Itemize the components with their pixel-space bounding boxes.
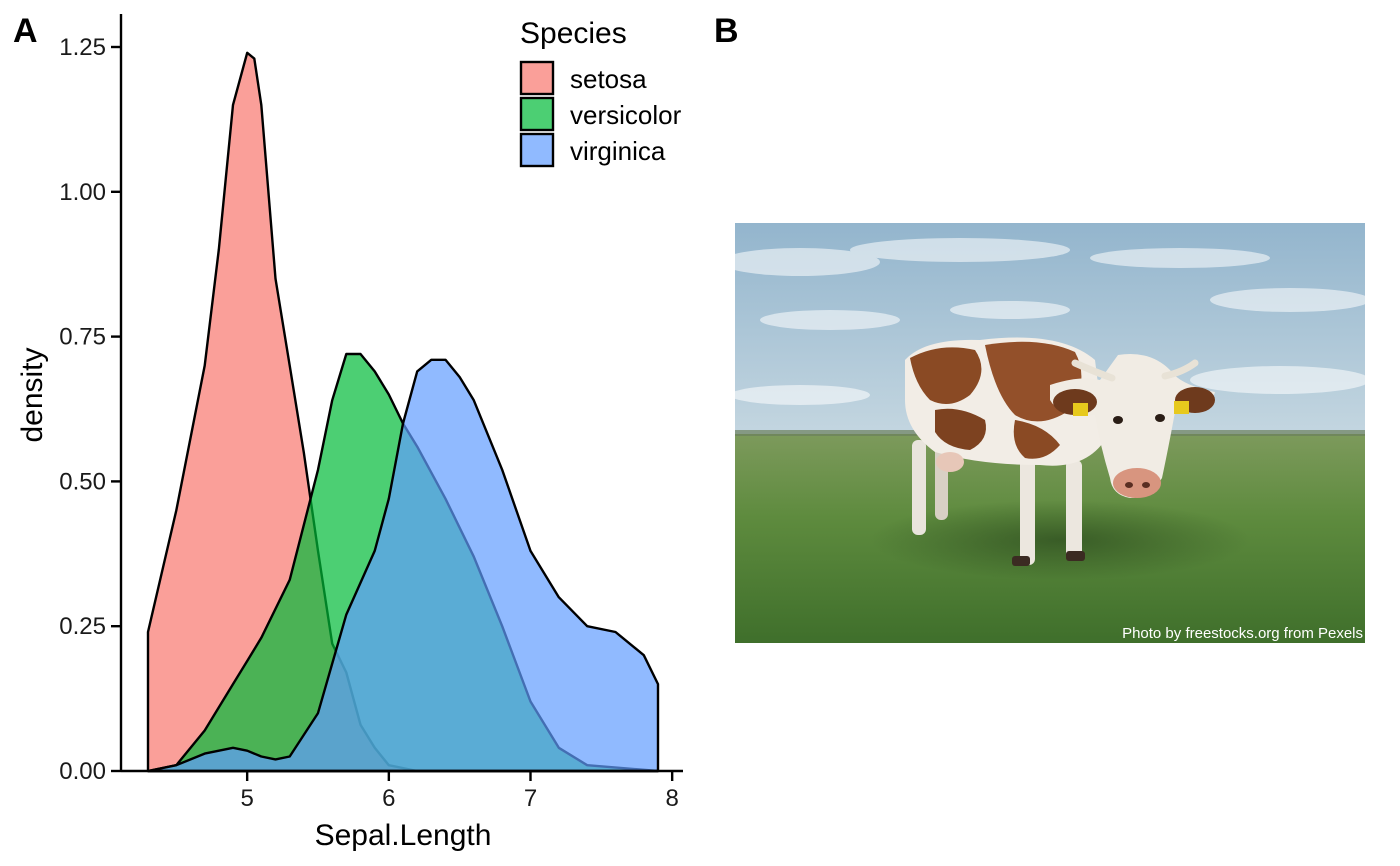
panel-a-label: A [13,12,38,50]
legend-swatch-setosa [519,60,555,96]
x-axis-title: Sepal.Length [315,819,492,852]
legend-swatch-versicolor [519,96,555,132]
panel-b: B [714,12,1370,643]
legend: Species setosa versicolor virginica [519,17,682,168]
legend-title: Species [520,17,627,50]
legend-label-virginica: virginica [570,136,666,166]
y-tick-label-0.75: 0.75 [59,324,106,351]
y-axis-title: density [16,347,49,442]
legend-label-versicolor: versicolor [570,100,682,130]
y-tick-label-1.00: 1.00 [59,179,106,206]
panel-b-label: B [714,12,739,50]
legend-swatch-virginica [519,132,555,168]
cow-photo: Photo by freestocks.org from Pexels [720,223,1370,643]
y-tick-label-0.25: 0.25 [59,613,106,640]
density-areas [146,51,660,773]
legend-items: setosa versicolor virginica [519,60,682,168]
x-tick-label-8: 8 [665,785,678,812]
x-tick-label-5: 5 [240,785,253,812]
x-tick-label-6: 6 [382,785,395,812]
y-tick-label-0.00: 0.00 [59,758,106,785]
density-plot: 5 6 7 8 0.00 0.25 0.50 0.75 1.00 1.25 [59,14,683,812]
y-tick-label-1.25: 1.25 [59,34,106,61]
chart-axes: 5 6 7 8 0.00 0.25 0.50 0.75 1.00 1.25 [59,14,683,812]
panel-a: A 5 6 7 8 0.00 0.25 0.50 0.75 1.00 1.25 density S… [13,12,683,852]
legend-label-setosa: setosa [570,64,647,94]
cow-shadow [870,500,1250,580]
cow [905,337,1215,566]
x-tick-label-7: 7 [524,785,537,812]
y-tick-label-0.50: 0.50 [59,468,106,495]
density-area-virginica [146,358,660,773]
photo-credit: Photo by freestocks.org from Pexels [1122,625,1363,642]
photo-clouds [720,238,1370,405]
